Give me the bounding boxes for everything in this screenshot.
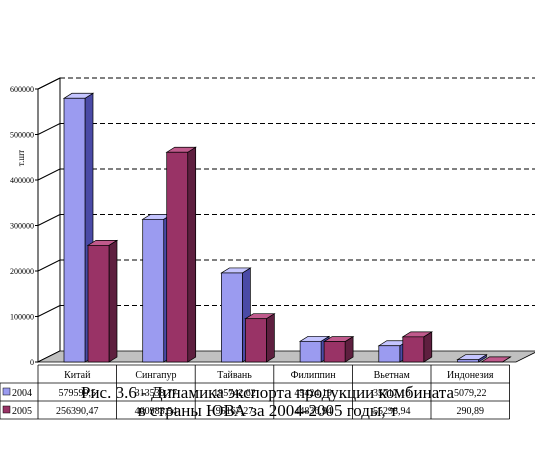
- data-label: 460983,54: [135, 406, 178, 417]
- y-tick-label: 300000: [10, 222, 34, 231]
- bar-front: [221, 272, 243, 363]
- bar-2005-3: [322, 335, 355, 363]
- gridline-side: [37, 123, 61, 135]
- y-tick-label: 100000: [10, 313, 34, 322]
- bar-2004-5: [456, 354, 488, 363]
- bar-front: [299, 340, 322, 363]
- bar-2005-2: [244, 313, 276, 363]
- bar-front: [166, 151, 189, 363]
- category-label: Филиппин: [291, 370, 337, 381]
- y-tick-label: 200000: [10, 267, 34, 276]
- data-label: 195742,62: [213, 388, 256, 399]
- legend-label: 2004: [12, 388, 32, 399]
- bar-front: [402, 336, 425, 363]
- bar-side: [187, 146, 197, 363]
- y-tick-label: 0: [30, 358, 34, 367]
- bar-front: [245, 318, 267, 363]
- data-label: 45424,19: [294, 388, 332, 399]
- bar-2005-4: [401, 331, 434, 363]
- bar-2005-0: [86, 239, 119, 363]
- legend-swatch-2005: [2, 405, 11, 414]
- bar-front: [63, 97, 86, 363]
- gridline-side: [37, 305, 61, 317]
- bar-front: [87, 244, 110, 363]
- category-label: Китай: [64, 370, 91, 381]
- data-label: 44836,94: [294, 406, 332, 417]
- gridline-side: [37, 77, 61, 90]
- bar-2004-0: [62, 92, 95, 363]
- bar-side: [108, 239, 118, 363]
- legend-swatch-2004: [2, 387, 11, 396]
- figure-caption-line-2: в страны ЮВА за 2004-2005 годы, т: [137, 401, 398, 420]
- bar-2004-2: [220, 267, 252, 363]
- y-tick-label: 500000: [10, 131, 34, 140]
- data-label: 95167,27: [216, 406, 254, 417]
- category-label: Сингапур: [135, 370, 176, 381]
- legend-label: 2005: [12, 406, 32, 417]
- bar-front: [378, 345, 401, 363]
- data-label: 5079,22: [454, 388, 487, 399]
- bar-front: [457, 359, 479, 363]
- category-label: Вьетнам: [374, 370, 411, 381]
- gridline-side: [37, 214, 61, 226]
- category-label: Индонезия: [447, 370, 494, 381]
- data-label: 256390,47: [56, 406, 99, 417]
- data-label: 579599,5: [59, 388, 97, 399]
- bar-front: [323, 341, 346, 363]
- bar-2005-1: [165, 146, 197, 363]
- data-label: 313538,77: [135, 388, 178, 399]
- bar-front: [142, 218, 165, 363]
- y-axis-label: т.шт: [16, 150, 26, 166]
- data-label: 290,89: [457, 406, 485, 417]
- figure-caption-line-1: Рис. 3.6 - Динамика экспорта продукции к…: [80, 383, 454, 402]
- y-tick-label: 600000: [10, 85, 34, 94]
- gridline-side: [37, 168, 61, 181]
- data-label: 55298,94: [373, 406, 411, 417]
- bar-2005-5: [480, 356, 512, 363]
- gridline-side: [37, 259, 61, 272]
- bar-side: [266, 313, 275, 363]
- data-label: 35717,16: [373, 388, 411, 399]
- y-tick-label: 400000: [10, 176, 34, 185]
- category-label: Тайвань: [217, 370, 252, 381]
